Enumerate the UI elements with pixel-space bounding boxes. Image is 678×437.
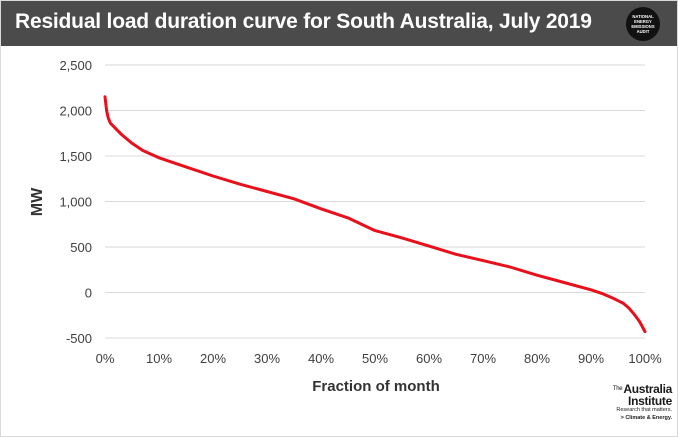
badge-line: NATIONAL [632,14,654,19]
national-energy-emissions-audit-badge: NATIONAL ENERGY EMISSIONS AUDIT [626,7,660,41]
chart-title: Residual load duration curve for South A… [15,10,592,33]
y-tick-label: -500 [66,331,92,346]
x-tick-label: 20% [200,351,226,366]
logo-line3: Research that matters. [616,407,672,413]
y-tick-labels: -500 0 500 1,000 1,500 2,000 2,500 [59,58,92,346]
y-tick-label: 1,000 [59,195,92,210]
logo-the: The [612,386,623,392]
title-bar: Residual load duration curve for South A… [1,1,677,46]
x-tick-label: 30% [254,351,280,366]
australia-institute-logo: TheAustralia Institute Research that mat… [592,383,672,423]
logo-line2: Institute [628,394,672,408]
x-axis-label: Fraction of month [312,378,440,395]
x-tick-label: 10% [146,351,172,366]
logo-line4: > Climate & Energy. [620,415,672,421]
y-tick-label: 1,500 [59,149,92,164]
y-tick-label: 2,000 [59,104,92,119]
series-group [103,95,647,334]
x-tick-label: 50% [362,351,388,366]
badge-line: AUDIT [636,29,650,34]
x-tick-label: 0% [96,351,115,366]
y-tick-label: 0 [85,286,92,301]
x-tick-labels: 0% 10% 20% 30% 40% 50% 60% 70% 80% 90% 100% [96,351,662,366]
x-tick-label: 100% [628,351,662,366]
x-tick-label: 60% [416,351,442,366]
badge-line: ENERGY [634,19,652,24]
y-tick-label: 500 [70,240,92,255]
y-tick-label: 2,500 [59,58,92,73]
x-tick-label: 70% [470,351,496,366]
logo-line1: Australia [623,382,672,396]
x-tick-label: 90% [578,351,604,366]
badge-line: EMISSIONS [631,24,655,29]
y-axis-label: MW [29,187,46,216]
series-line [103,95,647,334]
x-tick-label: 40% [308,351,334,366]
x-tick-label: 80% [524,351,550,366]
grid-lines [105,64,645,339]
